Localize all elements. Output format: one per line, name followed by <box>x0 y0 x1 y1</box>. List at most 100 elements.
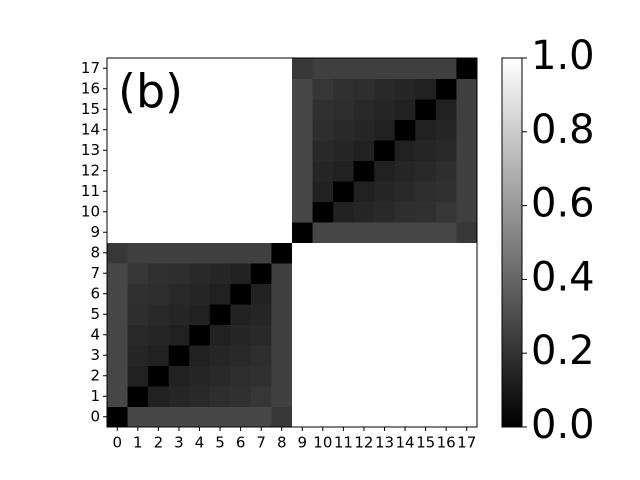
cell <box>415 119 437 141</box>
cell <box>456 160 478 182</box>
cell <box>415 304 437 325</box>
cell <box>394 119 416 141</box>
cell <box>271 283 293 305</box>
cell <box>189 78 211 100</box>
cell <box>250 119 272 141</box>
cell <box>209 58 231 79</box>
cell <box>353 78 375 100</box>
cell <box>292 345 314 366</box>
cell <box>456 242 478 264</box>
cell <box>271 365 293 387</box>
cell <box>312 201 334 223</box>
cell <box>292 283 314 305</box>
cell <box>107 304 129 325</box>
cell <box>394 222 416 243</box>
cell <box>271 406 293 428</box>
cell <box>230 304 252 325</box>
cell <box>230 201 252 223</box>
x-tick-label: 7 <box>256 434 266 452</box>
cell <box>250 386 272 407</box>
y-tick-label: 0 <box>90 407 100 425</box>
cell <box>415 160 437 182</box>
x-tick-label: 6 <box>236 434 246 452</box>
cell <box>271 304 293 325</box>
y-tick-label: 13 <box>81 141 100 159</box>
cell <box>168 78 190 100</box>
cell <box>435 222 457 243</box>
cell <box>107 160 129 182</box>
cell <box>312 263 334 284</box>
cell <box>189 222 211 243</box>
cell <box>374 201 396 223</box>
cell <box>271 345 293 366</box>
cell <box>209 365 231 387</box>
y-tick-label: 11 <box>81 182 100 200</box>
cell <box>456 283 478 305</box>
x-tick-label: 13 <box>375 434 394 452</box>
cell <box>230 181 252 202</box>
cell <box>415 181 437 202</box>
cell <box>312 99 334 120</box>
cell <box>292 99 314 120</box>
cell <box>271 222 293 243</box>
x-tick-label: 2 <box>154 434 164 452</box>
cell <box>168 304 190 325</box>
cell <box>374 99 396 120</box>
cell <box>374 283 396 305</box>
cell <box>415 406 437 428</box>
cell <box>374 345 396 366</box>
x-tick-label: 11 <box>334 434 353 452</box>
x-tick-label: 9 <box>298 434 308 452</box>
cell <box>127 99 149 120</box>
cell <box>107 242 129 264</box>
cell <box>189 58 211 79</box>
cell <box>250 58 272 79</box>
cell <box>148 406 170 428</box>
cell <box>230 119 252 141</box>
cell <box>168 119 190 141</box>
cell <box>292 304 314 325</box>
cell <box>148 58 170 79</box>
cell <box>415 140 437 161</box>
cell <box>435 386 457 407</box>
cell <box>374 222 396 243</box>
cell <box>250 78 272 100</box>
cell <box>435 324 457 346</box>
cell <box>333 304 355 325</box>
cell <box>394 345 416 366</box>
cell <box>189 242 211 264</box>
cell <box>127 386 149 407</box>
cell <box>107 406 129 428</box>
cell <box>353 386 375 407</box>
cell <box>333 386 355 407</box>
cell <box>107 386 129 407</box>
cell <box>292 78 314 100</box>
cell <box>107 201 129 223</box>
cell <box>168 345 190 366</box>
cell <box>271 201 293 223</box>
cell <box>353 345 375 366</box>
cell <box>456 365 478 387</box>
y-tick-label: 10 <box>81 202 100 220</box>
cell <box>312 78 334 100</box>
cell <box>353 99 375 120</box>
cell <box>353 222 375 243</box>
cell <box>333 99 355 120</box>
cell <box>271 78 293 100</box>
cell <box>435 201 457 223</box>
cell <box>148 78 170 100</box>
cell <box>292 201 314 223</box>
cell <box>127 242 149 264</box>
cell <box>394 304 416 325</box>
cell <box>374 140 396 161</box>
cell <box>189 365 211 387</box>
cell <box>333 406 355 428</box>
cell <box>435 263 457 284</box>
x-tick-label: 17 <box>457 434 476 452</box>
cell <box>312 181 334 202</box>
cell <box>250 242 272 264</box>
colorbar-tick-label: 0.6 <box>531 181 595 227</box>
cell <box>189 263 211 284</box>
cell <box>209 304 231 325</box>
